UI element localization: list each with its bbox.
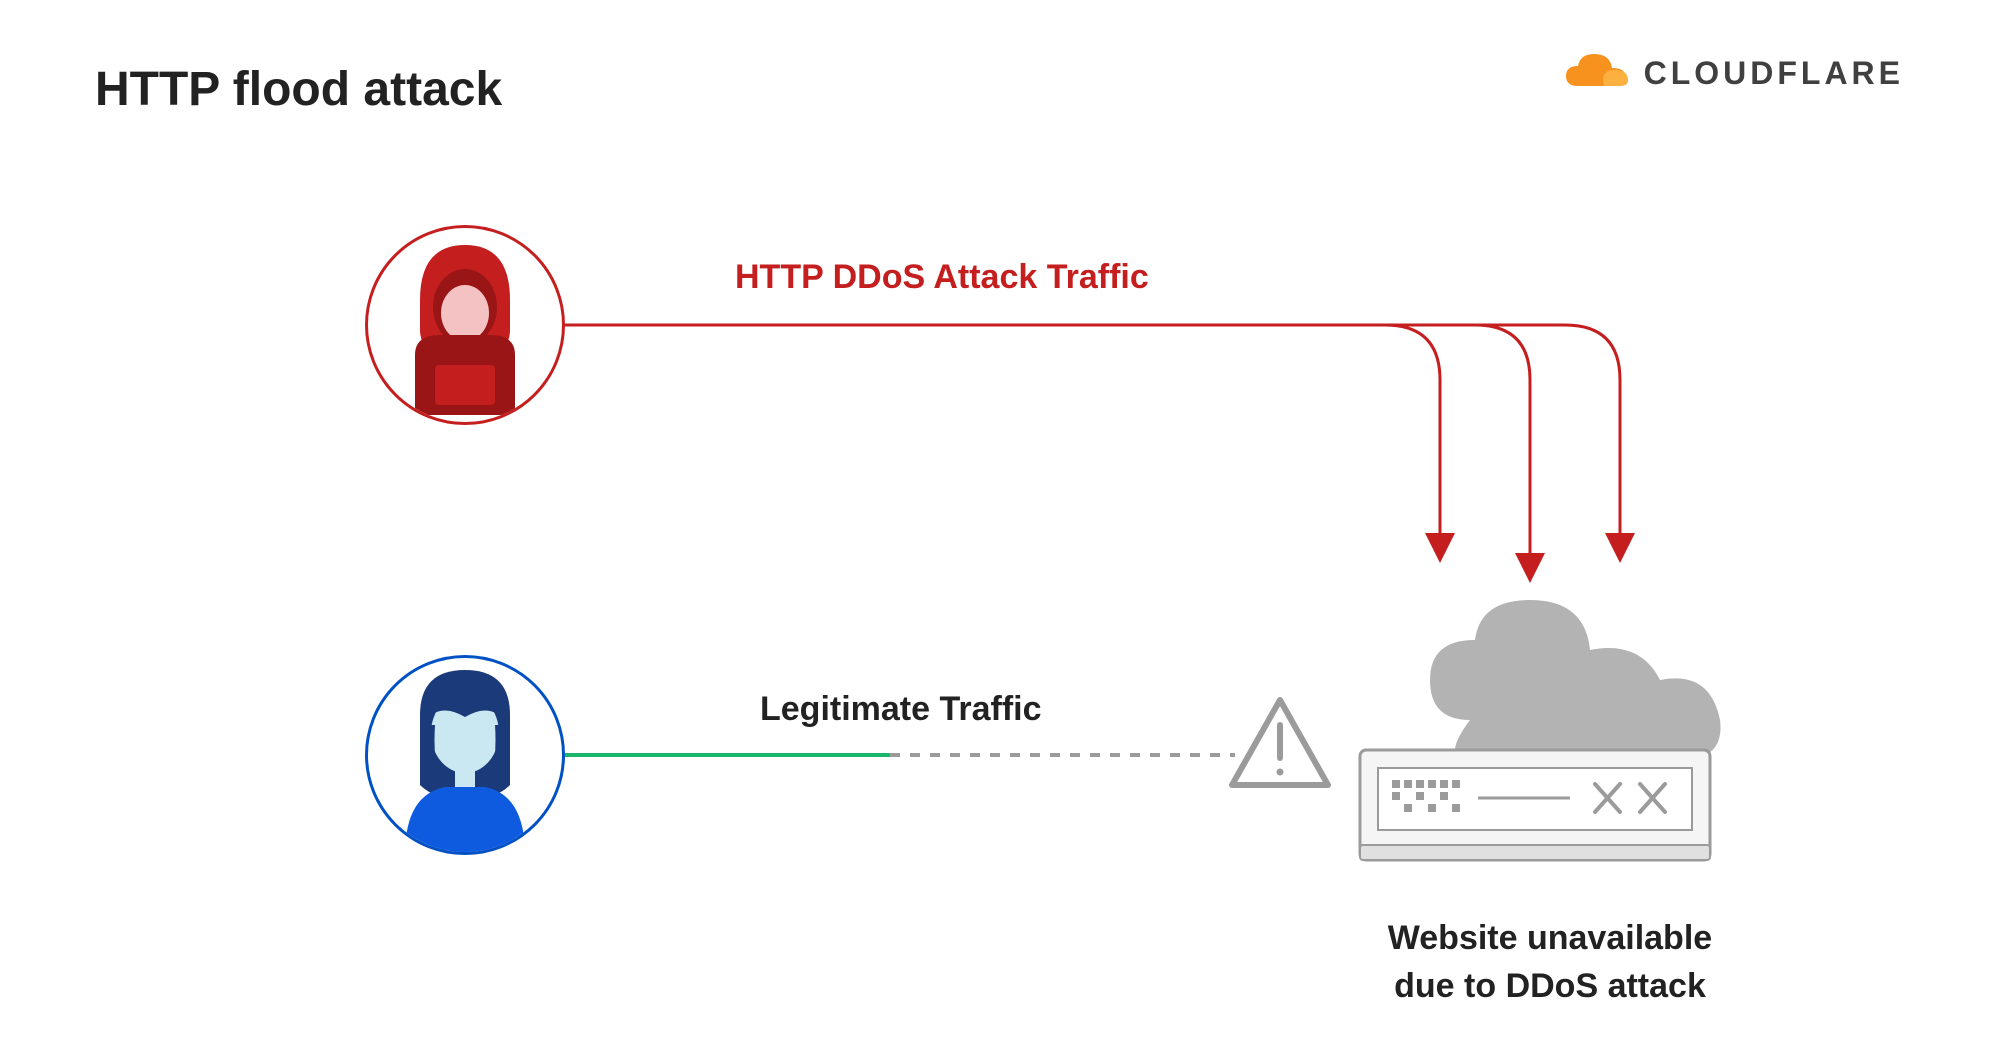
- attack-traffic-label: HTTP DDoS Attack Traffic: [735, 258, 1149, 297]
- diagram-svg-layer: [0, 0, 1999, 1061]
- attacker-node: [365, 225, 565, 425]
- attack-arrow-1: [565, 325, 1440, 560]
- attack-arrow-2: [565, 325, 1530, 580]
- caption-line-2: due to DDoS attack: [1394, 967, 1706, 1005]
- server-caption: Website unavailable due to DDoS attack: [1310, 915, 1790, 1010]
- legitimate-traffic-label: Legitimate Traffic: [760, 690, 1042, 729]
- brand-logo: CLOUDFLARE: [1560, 48, 1904, 98]
- diagram-title: HTTP flood attack: [95, 62, 502, 117]
- warning-icon: [1232, 700, 1328, 785]
- server-cloud-icon: [1430, 600, 1721, 760]
- user-node: [365, 655, 565, 855]
- caption-line-1: Website unavailable: [1388, 919, 1712, 957]
- cloudflare-cloud-icon: [1560, 48, 1632, 98]
- attack-arrow-3: [565, 325, 1620, 560]
- server-node: [1360, 600, 1721, 860]
- brand-name: CLOUDFLARE: [1644, 55, 1904, 92]
- user-icon: [375, 655, 555, 855]
- attacker-icon: [385, 235, 545, 415]
- server-box: [1360, 750, 1710, 860]
